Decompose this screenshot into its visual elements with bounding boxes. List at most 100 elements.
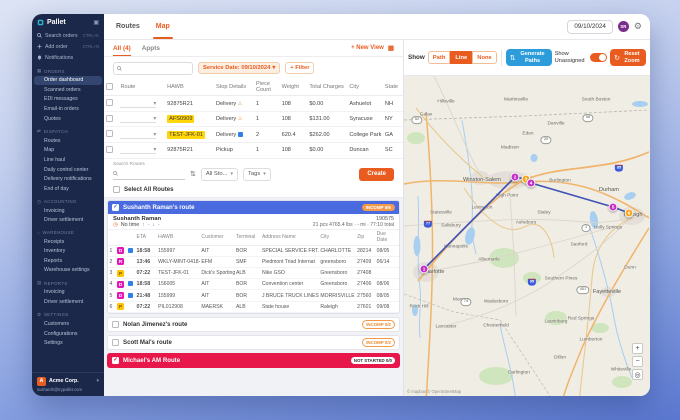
search-routes-input[interactable] [113,168,185,181]
mode-none-button[interactable]: None [472,51,497,64]
stop-row[interactable]: 5 D 21:48 155999 AIT BOR J BRUCE TRUCK L… [108,289,399,302]
chevron-down-icon: ▾ [272,65,276,71]
sidebar-collapse-icon[interactable]: ▣ [93,20,99,26]
map-stop-marker[interactable]: 2 [510,172,520,182]
stops-filter-dropdown[interactable]: All Sto... ▾ [200,167,238,181]
weight: 108 [279,111,308,128]
new-view-button[interactable]: + New View ▦ [351,44,394,52]
map-stop-marker[interactable]: 4 [526,178,536,188]
calendar-icon [127,292,133,298]
stop-row[interactable]: 2 R 13:46 WKLY-MINT-0418- EFM SMF Piedmo… [108,256,399,269]
sort-icon[interactable]: ⇅ [190,171,196,179]
route-checkbox[interactable] [112,338,119,346]
sidebar-item-configurations[interactable]: Configurations [44,330,78,337]
add-filter-button[interactable]: + Filter [285,62,315,74]
sidebar-item-daily-control-center[interactable]: Daily control center [44,166,89,173]
map-canvas[interactable]: + − ◎ © mapbox © OpenStreetMap Galax Hill… [404,76,650,396]
sidebar-item-map[interactable]: Map [44,147,55,154]
select-all-orders-checkbox[interactable] [106,82,113,90]
total-charges: $0.00 [307,95,348,112]
row-checkbox[interactable] [106,99,113,107]
route-assign-dropdown[interactable]: ▾ [120,115,157,124]
sidebar-item-inventory[interactable]: Inventory [44,248,66,255]
row-checkbox[interactable] [106,130,113,138]
mode-line-button[interactable]: Line [450,51,473,64]
avatar[interactable]: SR [617,21,629,32]
row-checkbox[interactable] [106,145,113,153]
sidebar-section-reports: ▤ REPORTS Invoicing Driver settlement [32,279,104,307]
sidebar-item-scanned-orders[interactable]: Scanned orders [44,86,81,93]
stop-address: Convention center [260,278,319,291]
create-route-button[interactable]: Create [359,167,394,181]
subtab-all[interactable]: All (4) [113,40,131,56]
route-assign-dropdown[interactable]: ▾ [120,131,157,139]
service-date-filter[interactable]: Service Date: 09/10/2024 ▾ [198,62,281,74]
route-assign-dropdown[interactable]: ▾ [120,146,157,155]
stop-row[interactable]: 4 D 18:58 156005 AIT BOR Convention cent… [108,278,399,291]
stop-row[interactable]: 1 D 18:58 155997 AIT BOR SPECIAL SERVICE… [108,245,399,257]
route-card-header[interactable]: ✓ Sushanth Raman's route INCOMP 0/6 [108,200,399,214]
stop-city: greensboro [318,256,356,269]
tab-map[interactable]: Map [152,14,173,39]
sidebar-item-delivery-notifications[interactable]: Delivery notifications [44,176,92,183]
sidebar-item-settings[interactable]: Settings [44,340,63,347]
sidebar-item-invoicing[interactable]: Invoicing [44,207,65,214]
sidebar-item-reports-driver-settlement[interactable]: Driver settlement [44,298,84,305]
subtab-appts[interactable]: Appts [141,44,160,52]
sidebar-item-search-orders[interactable]: Search orders CTRL+K [32,30,104,41]
sidebar-item-end-of-day[interactable]: End of day [44,185,69,192]
order-row[interactable]: ▾ AFS0909 Delivery ⚠ 1 108 $131.00 Syrac… [104,111,403,128]
weight: 620.4 [279,126,308,144]
map-stop-marker[interactable]: 6 [624,208,634,218]
stop-eta: 07:22 [135,301,157,313]
sidebar-item-customers[interactable]: Customers [44,321,70,328]
stop-due-date: 09/08 [375,301,399,313]
interstate-shield-icon: 95 [527,278,537,286]
reset-zoom-button[interactable]: ↻ Reset Zoom [610,49,646,66]
org-switcher[interactable]: A Acme Corp. ▾ [37,376,99,386]
tab-routes[interactable]: Routes [116,23,140,30]
stop-row[interactable]: 6 P 07:22 PIL012908 MAERSK ALB State hou… [108,301,399,313]
view-columns-icon[interactable]: ▦ [387,45,394,52]
route-card-scott[interactable]: Scott Mal's route INCOMP 0/2 [107,334,400,350]
sidebar-item-edi-messages[interactable]: EDI messages [44,96,78,103]
route-card-michael[interactable]: ✓ Michael's AM Route NOT STARTED 0/0 [107,352,400,368]
sidebar-item-add-order[interactable]: Add order CTRL+N [32,41,104,52]
tags-filter-dropdown[interactable]: Tags ▾ [242,167,271,181]
route-assign-dropdown[interactable]: ▾ [120,100,157,108]
select-all-routes[interactable]: Select All Routes [104,182,403,198]
route-card-nolan[interactable]: Nolan Jimenez's route INCOMP 0/2 [107,316,400,332]
locate-button[interactable]: ◎ [632,369,643,380]
order-row[interactable]: ▾ TEST-JFK-01 Delivery 2 620.4 $262.00 C… [104,126,403,144]
sidebar-item-line-haul[interactable]: Line haul [44,156,66,163]
date-picker[interactable]: 09/10/2024 [567,19,613,34]
zoom-in-button[interactable]: + [632,343,643,354]
select-all-routes-checkbox[interactable] [113,186,120,194]
mode-path-button[interactable]: Path [427,51,451,64]
generate-paths-button[interactable]: ⇅ Generate Paths [505,49,552,66]
unassigned-toggle[interactable] [590,53,608,62]
stop-row[interactable]: 3 P 07:22 TEST-JFK-01 Dick's Sporting ( … [108,267,399,280]
zoom-out-button[interactable]: − [632,356,643,367]
row-checkbox[interactable] [106,114,113,122]
sidebar-item-order-dashboard[interactable]: Order dashboard [34,75,102,86]
map-stop-marker[interactable]: 1 [419,264,429,274]
order-search-input[interactable] [113,61,193,75]
order-row[interactable]: ▾ 92875R21 Delivery ⚠ 1 108 $0.00 Ashuel… [104,95,403,112]
sidebar-item-routes[interactable]: Routes [44,137,61,144]
order-row[interactable]: ▾ 92875R21 Pickup 1 108 $0.00 Duncan SC [104,142,403,159]
sidebar-item-warehouse-settings[interactable]: Warehouse settings [44,267,90,274]
sidebar-item-reports[interactable]: Reports [44,257,63,264]
route-checkbox-checked[interactable]: ✓ [112,356,119,364]
sidebar-item-email-in-orders[interactable]: Email-in orders [44,106,79,113]
sidebar-item-receipts[interactable]: Receipts [44,238,65,245]
calendar-icon [127,281,133,287]
sidebar-item-driver-settlement[interactable]: Driver settlement [44,217,84,224]
sidebar-item-notifications[interactable]: Notifications [32,52,104,63]
route-checkbox-checked[interactable]: ✓ [112,203,119,211]
gear-icon[interactable]: ⚙ [633,21,642,31]
sidebar-item-reports-invoicing[interactable]: Invoicing [44,289,65,296]
sidebar-item-quotes[interactable]: Quotes [44,115,61,122]
route-checkbox[interactable] [112,320,119,328]
map-stop-marker[interactable]: 5 [608,202,618,212]
